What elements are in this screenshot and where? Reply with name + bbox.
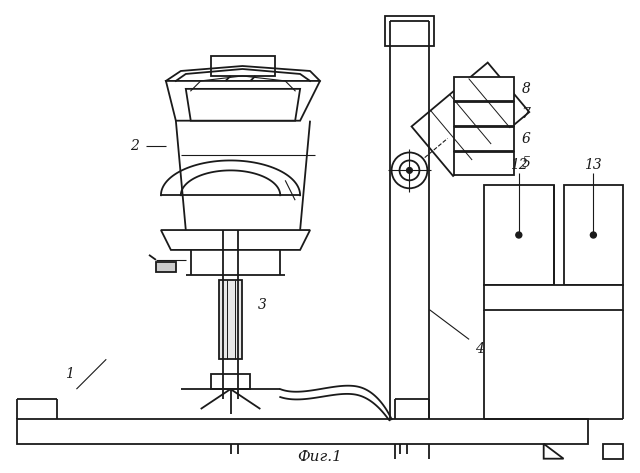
Circle shape (392, 152, 428, 188)
Polygon shape (161, 230, 310, 250)
Polygon shape (564, 185, 623, 285)
Text: 6: 6 (522, 131, 530, 146)
Polygon shape (211, 374, 250, 389)
Polygon shape (412, 62, 529, 176)
Polygon shape (484, 285, 623, 309)
Circle shape (399, 160, 419, 180)
Text: 7: 7 (522, 107, 530, 121)
Polygon shape (17, 419, 588, 444)
Text: 5: 5 (522, 157, 530, 170)
Text: Фиг.1: Фиг.1 (298, 450, 342, 464)
Polygon shape (454, 102, 514, 126)
Text: 4: 4 (475, 342, 483, 356)
Polygon shape (454, 127, 514, 150)
Text: 13: 13 (584, 158, 602, 173)
Text: 1: 1 (65, 367, 74, 381)
Polygon shape (166, 81, 320, 121)
Circle shape (516, 232, 522, 238)
Polygon shape (219, 280, 243, 359)
Text: 2: 2 (130, 139, 138, 152)
Polygon shape (454, 77, 514, 101)
Text: 12: 12 (510, 158, 528, 173)
Text: 8: 8 (522, 82, 530, 96)
Polygon shape (186, 89, 300, 121)
Polygon shape (604, 444, 623, 459)
Circle shape (591, 232, 596, 238)
Polygon shape (454, 151, 514, 175)
Polygon shape (385, 16, 435, 46)
Polygon shape (211, 56, 275, 76)
Circle shape (406, 167, 412, 174)
Text: 3: 3 (258, 298, 267, 312)
Polygon shape (484, 185, 554, 285)
Polygon shape (156, 262, 176, 272)
Polygon shape (543, 444, 564, 459)
